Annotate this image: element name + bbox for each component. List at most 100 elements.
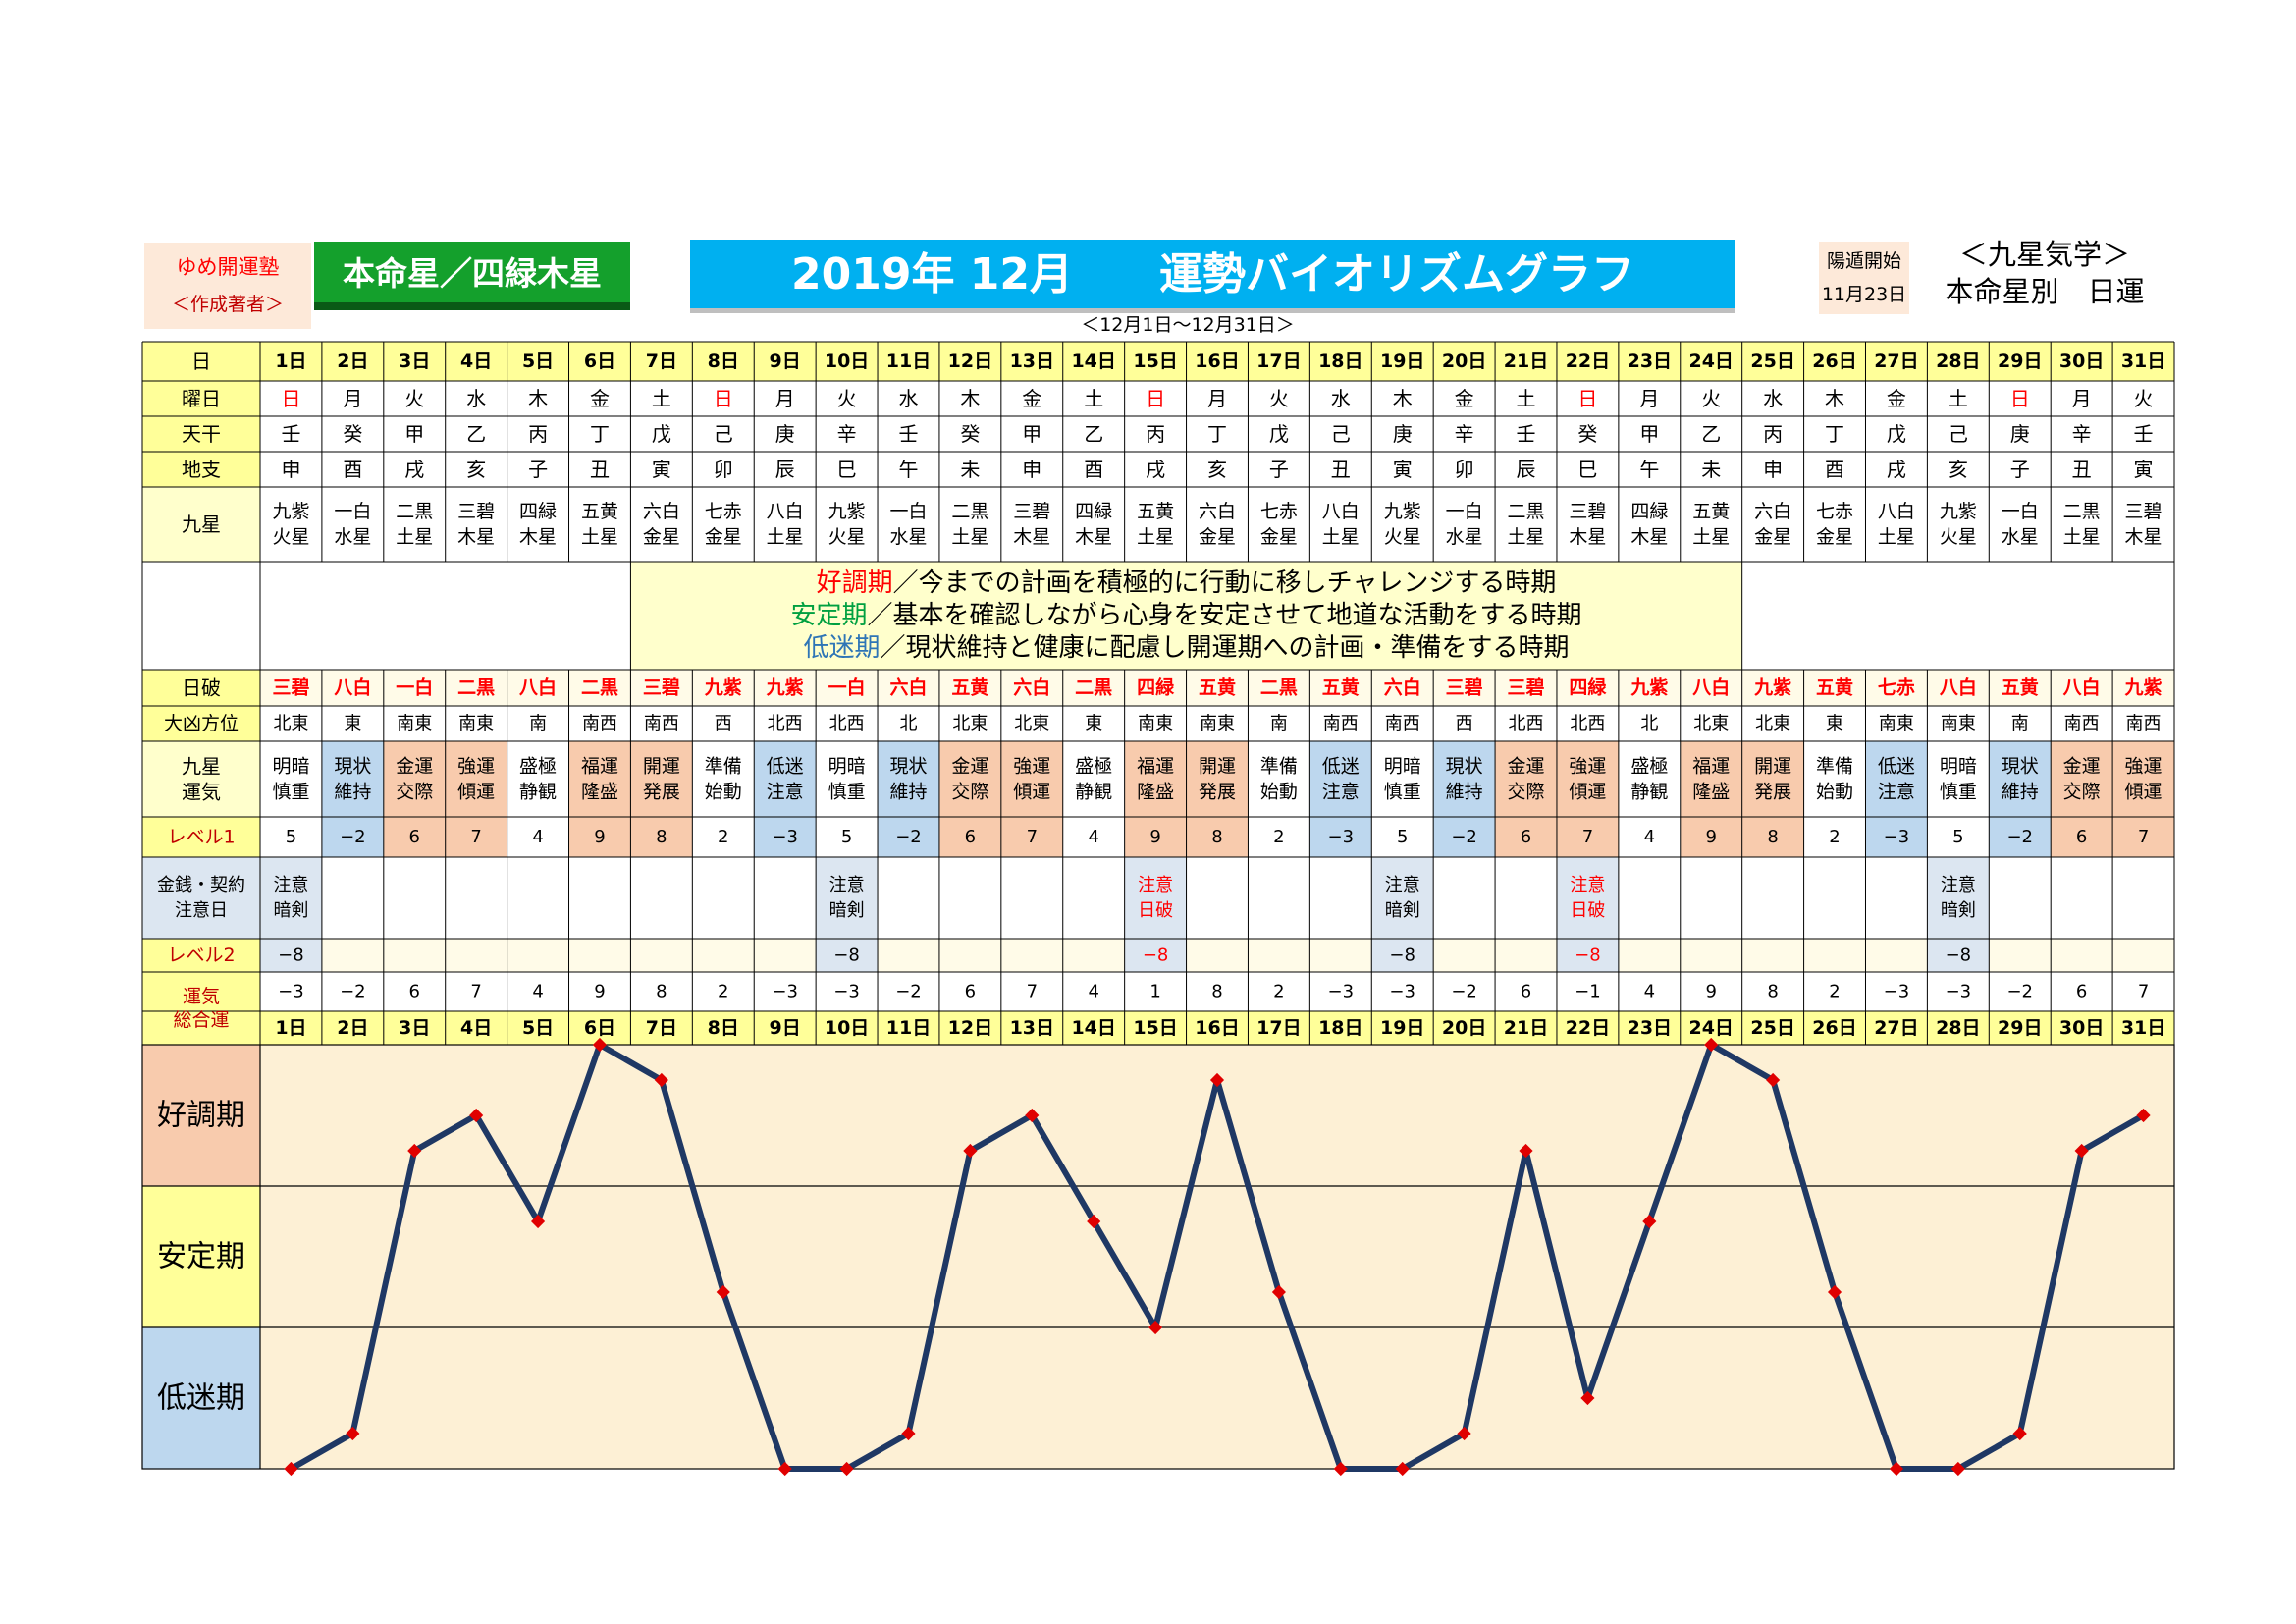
total-value: 4	[532, 982, 543, 1002]
kyusei-label: 水星	[1446, 526, 1483, 548]
level2-cell	[1803, 939, 1866, 972]
unki-label: 福運	[1692, 756, 1730, 778]
unki-cell	[1000, 741, 1063, 817]
nippa-cell	[1000, 670, 1063, 706]
level1-value: 7	[470, 827, 481, 847]
unki-cell	[754, 741, 817, 817]
day-label: 9日	[770, 351, 801, 372]
chishi-label: 寅	[652, 458, 671, 481]
direction-label: 南東	[1879, 714, 1914, 734]
data-point	[1580, 1390, 1595, 1406]
unki-label: 傾運	[2125, 782, 2163, 803]
kyusei-label: 木星	[1013, 526, 1050, 548]
day-label: 29日	[1998, 351, 2042, 372]
weekday-label: 日	[1146, 387, 1165, 410]
kyusei-label: 金星	[705, 526, 742, 548]
unki-label: 発展	[1754, 782, 1791, 803]
level2-cell	[1556, 939, 1619, 972]
day-label: 8日	[708, 351, 739, 372]
band-label-cell	[142, 1186, 260, 1327]
kyusei-label: 金星	[643, 526, 680, 548]
weekday-label: 火	[1701, 387, 1721, 410]
nippa-label: 六白	[1384, 677, 1421, 699]
row-label-level1: レベル1	[167, 827, 235, 848]
level1-value: 4	[532, 827, 543, 847]
day-footer-cell	[878, 1011, 939, 1045]
data-point	[777, 1461, 792, 1477]
day-header-cell	[1989, 342, 2052, 381]
tenkan-label: 戊	[652, 422, 671, 446]
kyusei-label: 土星	[2063, 526, 2101, 548]
day-footer-cell	[1433, 1011, 1496, 1045]
data-point	[1025, 1108, 1040, 1123]
chishi-label: 午	[898, 458, 918, 481]
tenkan-label: 己	[1331, 422, 1351, 446]
row-label-cell	[142, 939, 260, 972]
weekday-label: 木	[1825, 387, 1844, 410]
unki-label: 隆盛	[1692, 782, 1730, 803]
weekday-label: 金	[1887, 387, 1906, 410]
kyusei-label: 三碧	[1569, 501, 1606, 522]
day-label: 22日	[1566, 1017, 1610, 1039]
kyusei-label: 一白	[334, 501, 371, 522]
day-label: 28日	[1936, 351, 1980, 372]
kyusei-label: 六白	[1754, 501, 1791, 522]
day-label: 2日	[337, 351, 368, 372]
total-value: 9	[1705, 982, 1716, 1002]
kyusei-label: 木星	[1630, 526, 1668, 548]
level1-cell	[1741, 817, 1804, 857]
nippa-cell	[321, 670, 384, 706]
day-footer-cell	[1618, 1011, 1681, 1045]
direction-label: 北	[899, 714, 917, 734]
kyusei-label: 四緑	[1075, 501, 1112, 522]
total-value: 4	[1644, 982, 1655, 1002]
unki-label: 明暗	[1940, 756, 1977, 778]
tenkan-label: 庚	[775, 422, 795, 446]
legend-box	[630, 562, 1742, 670]
nippa-cell	[1309, 670, 1372, 706]
page-title: 2019年 12月 運勢バイオリズムグラフ	[690, 240, 1735, 313]
tenkan-label: 丙	[1146, 422, 1165, 446]
unki-label: 交際	[951, 782, 988, 803]
kyusei-label: 九紫	[1384, 501, 1421, 522]
level2-cell	[1186, 939, 1249, 972]
total-value: 8	[656, 982, 667, 1002]
chishi-label: 酉	[1825, 458, 1844, 481]
direction-label: 北西	[1570, 714, 1605, 734]
row-label-cell	[142, 562, 260, 670]
chishi-label: 卯	[714, 458, 733, 481]
nippa-label: 九紫	[1629, 677, 1668, 699]
tenkan-label: 乙	[1701, 422, 1721, 446]
row-label-kyusei: 九星	[182, 513, 221, 536]
day-header-cell	[1618, 342, 1681, 381]
unki-label: 隆盛	[1137, 782, 1174, 803]
money-label: 暗剣	[1385, 900, 1420, 921]
unki-label: 発展	[643, 782, 680, 803]
tenkan-label: 辛	[837, 422, 857, 446]
nippa-label: 五黄	[951, 677, 988, 699]
level1-value: 2	[718, 827, 728, 847]
unki-label: 現状	[889, 756, 927, 778]
day-footer-cell	[938, 1011, 1001, 1045]
unki-cell	[568, 741, 631, 817]
day-label: 6日	[584, 1017, 615, 1039]
level1-cell	[2112, 817, 2174, 857]
unki-label: 盛極	[1075, 756, 1112, 778]
level1-value: 9	[594, 827, 605, 847]
money-label: 日破	[1570, 900, 1605, 921]
nippa-cell	[754, 670, 817, 706]
direction-label: 北西	[768, 714, 803, 734]
unki-label: 傾運	[1569, 782, 1606, 803]
tenkan-label: 丙	[528, 422, 548, 446]
nippa-label: 九紫	[1753, 677, 1791, 699]
day-footer-cell	[1000, 1011, 1063, 1045]
day-footer-cell	[1989, 1011, 2052, 1045]
unki-label: 準備	[705, 756, 742, 778]
unki-cell	[321, 741, 384, 817]
weekday-label: 火	[2134, 387, 2154, 410]
data-point	[716, 1284, 730, 1300]
level1-cell	[1803, 817, 1866, 857]
total-value: −3	[1328, 982, 1355, 1002]
nippa-cell	[1680, 670, 1742, 706]
weekday-label: 火	[1269, 387, 1289, 410]
